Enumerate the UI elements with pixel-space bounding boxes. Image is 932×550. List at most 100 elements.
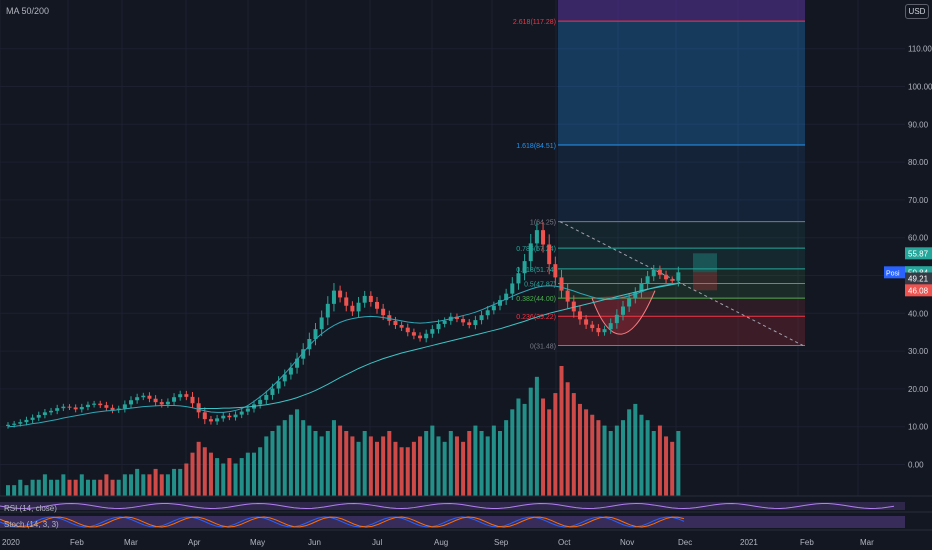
volume-bar <box>534 376 539 496</box>
volume-bar <box>178 468 183 496</box>
candle-body <box>147 395 152 399</box>
stoch-d-line <box>0 516 685 528</box>
candle-body <box>436 323 441 330</box>
candle-body <box>516 273 521 284</box>
volume-bar <box>547 409 552 496</box>
candle-body <box>190 396 195 404</box>
candle-body <box>18 422 23 424</box>
candle-body <box>282 374 287 382</box>
candle-body <box>627 298 632 307</box>
volume-bar <box>153 468 158 496</box>
candle-body <box>55 408 60 411</box>
fib-band <box>558 248 805 269</box>
volume-bar <box>645 420 650 496</box>
volume-bar <box>307 425 312 496</box>
volume-bar <box>313 431 318 496</box>
volume-bar <box>49 479 54 496</box>
candle-body <box>307 339 312 350</box>
price-label-box <box>905 284 932 297</box>
candle-body <box>664 274 669 280</box>
candle-body <box>491 305 496 311</box>
candle-body <box>313 329 318 340</box>
volume-bar <box>411 441 416 496</box>
volume-bar <box>30 479 35 496</box>
candle-body <box>356 302 361 312</box>
volume-bar <box>633 403 638 496</box>
volume-bar <box>159 474 164 496</box>
volume-bar <box>602 425 607 496</box>
candle-body <box>381 308 386 316</box>
candle-body <box>405 327 410 333</box>
volume-bar <box>42 474 47 496</box>
volume-bar <box>448 431 453 496</box>
candle-body <box>331 290 336 304</box>
volume-bar <box>430 425 435 496</box>
volume-bar <box>664 436 669 496</box>
candle-body <box>590 324 595 329</box>
fib-level-label: 2.618(117.28) <box>513 19 556 26</box>
volume-bar <box>504 420 509 496</box>
currency-button[interactable]: USD <box>905 4 929 19</box>
indicator-legend[interactable]: MA 50/200 <box>6 6 50 16</box>
moving-average-line <box>198 282 679 410</box>
volume-bar <box>528 387 533 496</box>
volume-bar <box>301 420 306 496</box>
candle-body <box>461 318 466 323</box>
volume-bar <box>387 431 392 496</box>
x-tick-label: Mar <box>860 538 874 547</box>
candle-body <box>270 388 275 395</box>
candle-body <box>276 381 281 389</box>
fib-band <box>558 316 805 346</box>
volume-bar <box>110 479 115 496</box>
volume-bar <box>67 479 72 496</box>
rsi-pane-label[interactable]: RSI (14, close) <box>4 504 57 513</box>
fib-level-label: 0.786(57.24) <box>516 246 556 253</box>
price-label-box <box>905 272 932 285</box>
candle-body <box>350 305 355 312</box>
volume-bar <box>135 468 140 496</box>
volume-bar <box>461 441 466 496</box>
volume-bar <box>85 479 90 496</box>
volume-bar <box>381 436 386 496</box>
candle-body <box>411 332 416 336</box>
volume-bar <box>559 366 564 496</box>
candle-body <box>430 329 435 334</box>
volume-bar <box>184 463 189 496</box>
candle-body <box>510 283 515 294</box>
x-tick-label: Jun <box>308 538 321 547</box>
candle-body <box>553 264 558 278</box>
volume-bar <box>73 479 78 496</box>
candle-body <box>122 404 127 409</box>
fib-level-label: 0.618(51.74) <box>516 267 556 274</box>
candle-body <box>498 300 502 306</box>
volume-bar <box>288 414 293 496</box>
candle-body <box>559 277 564 291</box>
candle-body <box>344 297 349 306</box>
candle-body <box>393 320 398 326</box>
candle-body <box>227 415 232 418</box>
volume-bar <box>147 474 152 496</box>
volume-bar <box>553 393 558 496</box>
position-target-box <box>693 253 717 273</box>
volume-bar <box>565 382 570 496</box>
candle-body <box>215 418 220 422</box>
volume-bar <box>375 441 379 496</box>
candle-body <box>208 419 213 422</box>
candle-body <box>479 315 484 321</box>
volume-bar <box>295 409 300 496</box>
candle-body <box>473 320 478 326</box>
candle-body <box>670 279 675 281</box>
volume-bar <box>467 431 472 496</box>
stoch-pane-label[interactable]: Stoch (14, 3, 3) <box>4 520 59 529</box>
volume-bar <box>61 474 66 496</box>
candle-body <box>61 406 66 409</box>
volume-bar <box>590 414 595 496</box>
candle-body <box>368 295 373 302</box>
x-tick-label: 2021 <box>740 538 758 547</box>
candle-body <box>245 408 250 412</box>
price-label-text: 55.87 <box>908 249 929 258</box>
x-tick-label: Feb <box>70 538 84 547</box>
volume-bar <box>639 414 644 496</box>
volume-bar <box>473 425 478 496</box>
